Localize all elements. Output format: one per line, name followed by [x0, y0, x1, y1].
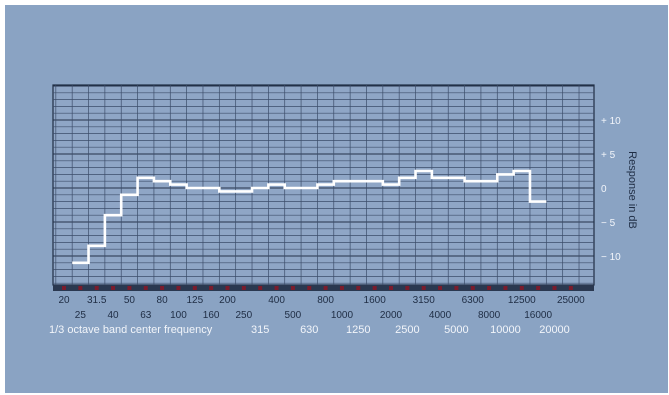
x-tick-label: 250: [236, 310, 253, 321]
x-tick-label: 63: [140, 310, 152, 321]
x-tick-label: 25000: [557, 295, 585, 306]
x-tick-label: 315: [251, 324, 269, 336]
x-tick-label: 630: [300, 324, 318, 336]
x-tick-label: 12500: [508, 295, 536, 306]
band-marker: [536, 286, 541, 290]
x-tick-label: 20: [58, 295, 70, 306]
band-marker: [389, 286, 393, 290]
x-tick-label: 5000: [444, 324, 468, 336]
band-marker: [241, 286, 246, 290]
band-marker: [454, 286, 459, 290]
x-tick-label: 200: [219, 295, 236, 306]
band-marker: [552, 286, 557, 290]
x-tick-label: 16000: [524, 310, 552, 321]
band-marker: [258, 286, 263, 290]
band-marker: [405, 286, 410, 290]
chart-grid: [52, 84, 595, 291]
x-tick-label: 4000: [429, 310, 452, 321]
x-tick-label: 2000: [380, 310, 403, 321]
x-tick-label: 800: [317, 295, 334, 306]
band-marker: [519, 286, 524, 290]
x-tick-label: 20000: [539, 324, 570, 336]
band-marker: [192, 286, 197, 290]
band-marker: [94, 286, 99, 290]
x-tick-label: 50: [124, 295, 136, 306]
band-marker: [111, 286, 116, 290]
x-tick-label: 100: [170, 310, 187, 321]
band-marker: [356, 286, 361, 290]
x-tick-label: 1600: [364, 295, 387, 306]
y-axis-label: Response in dB: [626, 151, 638, 229]
band-marker: [290, 286, 295, 290]
x-tick-label: 160: [203, 310, 220, 321]
response-step-line: [72, 169, 547, 265]
x-tick-label: 125: [186, 295, 203, 306]
x-tick-label: 1000: [331, 310, 354, 321]
y-tick-label: − 5: [601, 218, 616, 229]
band-marker: [503, 286, 508, 290]
x-tick-label: 3150: [413, 295, 436, 306]
x-tick-label: 10000: [490, 324, 521, 336]
band-marker: [225, 286, 230, 290]
band-marker: [568, 286, 573, 290]
x-tick-label: 500: [285, 310, 302, 321]
band-marker: [274, 286, 279, 290]
band-marker: [470, 286, 475, 290]
x-tick-label: 40: [107, 310, 119, 321]
x-tick-label: 6300: [462, 295, 485, 306]
x-tick-label: 8000: [478, 310, 501, 321]
x-tick-label: 1250: [346, 324, 370, 336]
y-tick-label: + 10: [601, 116, 621, 127]
y-tick-label: 0: [601, 184, 607, 195]
band-marker: [62, 286, 66, 290]
band-marker: [421, 286, 426, 290]
band-marker: [78, 286, 83, 290]
band-marker: [438, 286, 443, 290]
x-axis-label: 1/3 octave band center frequency: [49, 324, 213, 336]
band-marker: [323, 286, 328, 290]
x-tick-label: 31.5: [87, 295, 107, 306]
y-tick-label: + 5: [601, 150, 616, 161]
x-tick-label: 80: [157, 295, 169, 306]
band-marker: [176, 286, 181, 290]
x-tick-label: 25: [75, 310, 87, 321]
band-marker: [339, 286, 344, 290]
x-tick-label: 2500: [395, 324, 419, 336]
chart-marks: [72, 169, 547, 265]
band-marker: [487, 286, 492, 290]
band-marker: [160, 286, 165, 290]
y-tick-label: − 10: [601, 252, 621, 263]
axis-strip: [53, 285, 594, 291]
band-marker: [209, 286, 214, 290]
x-tick-label: 400: [268, 295, 285, 306]
band-marker: [143, 286, 148, 290]
band-marker: [127, 286, 132, 290]
chart-panel: + 10 + 5 0− 5− 10 Response in dB 20 31.5 50 80 1…: [5, 5, 668, 393]
band-marker: [372, 286, 377, 290]
band-marker: [307, 286, 312, 290]
